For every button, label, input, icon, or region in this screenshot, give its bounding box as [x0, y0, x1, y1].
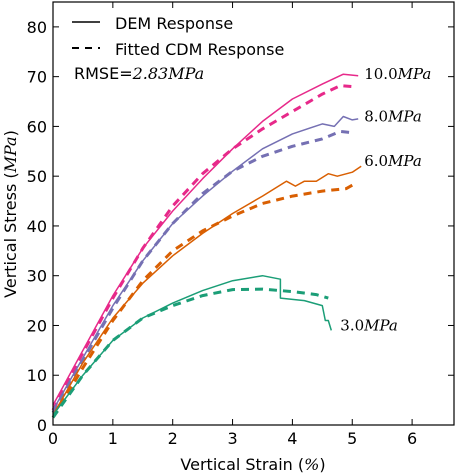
y-tick-label: 20 [27, 316, 47, 335]
axes-frame [52, 1, 455, 426]
rmse-unit: MPa [167, 64, 204, 83]
confining-pressure-unit: MPa [397, 65, 432, 83]
confining-pressure-value: 8.0 [364, 107, 388, 125]
axes-layer [52, 1, 455, 426]
y-tick-label: 70 [27, 68, 47, 87]
x-tick-label: 4 [287, 429, 297, 448]
confining-pressure-unit: MPa [363, 316, 398, 334]
series-layer [51, 73, 362, 419]
confining-pressure-value: 3.0 [340, 316, 364, 334]
confining-pressure-label: 8.0MPa [364, 107, 422, 125]
series-line-10-0-dashed [51, 84, 353, 411]
series-line-3-0-solid [52, 274, 333, 416]
y-axis-label: Vertical Stress (MPa) [1, 130, 20, 298]
rmse-prefix: RMSE= [74, 64, 133, 83]
y-tick-label: 50 [27, 167, 47, 186]
y-tick-label: 30 [27, 267, 47, 286]
series-line-8-0-dashed [51, 129, 350, 414]
x-tick-label: 1 [108, 429, 118, 448]
x-axis-unit: % [304, 455, 319, 474]
y-tick-label: 40 [27, 217, 47, 236]
confining-pressure-unit: MPa [387, 107, 422, 125]
confining-pressure-label: 3.0MPa [340, 316, 398, 334]
confining-pressure-label: 10.0MPa [364, 65, 431, 83]
x-tick-label: 6 [407, 429, 417, 448]
legend: DEM Response Fitted CDM Response RMSE=2.… [72, 14, 284, 83]
y-tick-label: 10 [27, 366, 47, 385]
confining-pressure-label: 6.0MPa [364, 152, 422, 170]
rmse-value: 2.83 [132, 64, 169, 83]
y-tick-label: 60 [27, 117, 47, 136]
confining-pressure-value: 6.0 [364, 152, 388, 170]
rmse-label: RMSE=2.83MPa [74, 64, 204, 83]
legend-solid-label: DEM Response [115, 14, 233, 33]
y-tick-label: 80 [27, 18, 47, 37]
x-tick-label: 0 [48, 429, 58, 448]
x-tick-label: 5 [347, 429, 357, 448]
plot-area [53, 2, 454, 425]
series-line-6-0-solid [52, 165, 362, 416]
y-axis-unit: MPa [1, 136, 20, 173]
x-tick-label: 2 [168, 429, 178, 448]
confining-pressure-value: 10.0 [364, 65, 397, 83]
series-line-6-0-dashed [51, 182, 356, 419]
series-line-3-0-dashed [51, 287, 329, 419]
x-axis-label: Vertical Strain (%) [180, 455, 325, 474]
x-tick-label: 3 [227, 429, 237, 448]
confining-pressure-unit: MPa [387, 152, 422, 170]
legend-dashed-label: Fitted CDM Response [115, 40, 284, 59]
y-tick-label: 0 [37, 416, 47, 435]
